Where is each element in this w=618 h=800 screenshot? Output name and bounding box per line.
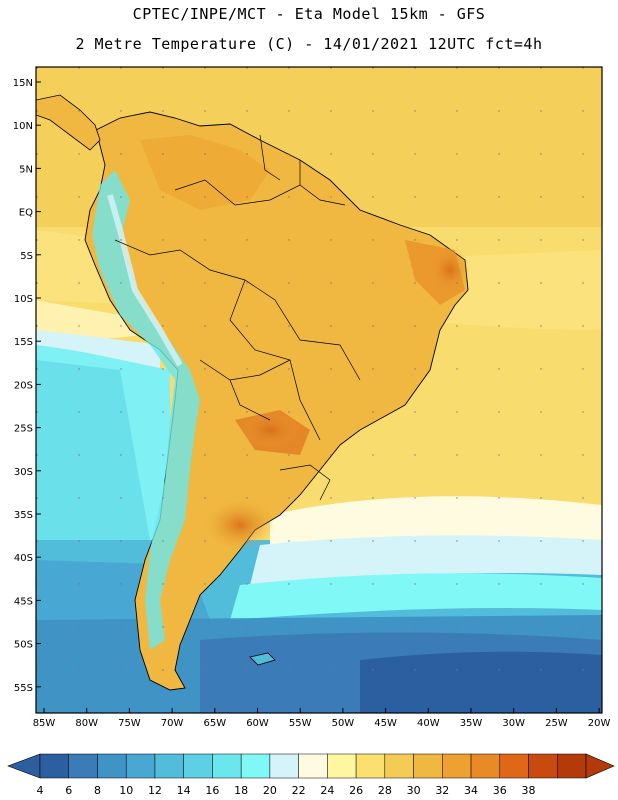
colorbar-label: 26: [349, 784, 363, 797]
lon-label: 20W: [588, 718, 611, 729]
lon-label: 50W: [332, 718, 355, 729]
lon-label: 60W: [246, 718, 269, 729]
colorbar-swatch: [68, 753, 98, 779]
lon-label: 25W: [545, 718, 568, 729]
colorbar-label: 14: [177, 784, 191, 797]
lat-label: 50S: [14, 640, 33, 651]
lat-label: 10S: [14, 294, 33, 305]
lat-label: 30S: [14, 467, 33, 478]
lat-label: 5N: [19, 164, 33, 175]
colorbar-label: 12: [148, 784, 162, 797]
lon-label: 75W: [118, 718, 141, 729]
lon-label: 30W: [502, 718, 525, 729]
colorbar-swatch: [327, 753, 357, 779]
colorbar-label: 4: [37, 784, 44, 797]
lat-label: 45S: [14, 596, 33, 607]
colorbar-swatch: [298, 753, 328, 779]
colorbar-swatch: [528, 753, 558, 779]
colorbar-swatch: [413, 753, 443, 779]
title-line-1: CPTEC/INPE/MCT - Eta Model 15km - GFS: [132, 5, 486, 23]
lon-label: 85W: [33, 718, 56, 729]
lon-label: 70W: [161, 718, 184, 729]
latitude-axis: 15N 10N 5N EQ 5S 10S 15S 20S 25S 30S 35S 40S 45S 50S 5…: [13, 78, 41, 694]
title-line-2: 2 Metre Temperature (C) - 14/01/2021 12U…: [75, 35, 543, 53]
colorbar-swatch: [240, 753, 271, 779]
lat-label: 35S: [14, 510, 33, 521]
lat-label: 15S: [14, 337, 33, 348]
colorbar-swatch: [384, 753, 414, 779]
lat-label: 20S: [14, 380, 33, 391]
colorbar-swatch: [97, 753, 127, 779]
colorbar-label: 22: [292, 784, 306, 797]
lon-label: 55W: [289, 718, 312, 729]
colorbar-label: 32: [435, 784, 449, 797]
colorbar-swatch: [154, 753, 184, 779]
lat-label: 40S: [14, 553, 33, 564]
lat-label: EQ: [19, 208, 33, 219]
colorbar-arrow-high: [585, 753, 615, 779]
colorbar-label: 38: [522, 784, 536, 797]
longitude-axis: 85W 80W 75W 70W 65W 60W 55W 50W 45W 40W 35W 30W 25W 2…: [33, 708, 611, 729]
colorbar-label: 18: [234, 784, 248, 797]
lon-label: 45W: [374, 718, 397, 729]
map-frame: [35, 66, 603, 714]
colorbar-swatch: [470, 753, 501, 779]
lon-label: 65W: [203, 718, 226, 729]
colorbar-label: 30: [407, 784, 421, 797]
lat-label: 25S: [14, 424, 33, 435]
colorbar-swatch: [183, 753, 213, 779]
colorbar: 4 6 8 10 12 14 16 18 20 22 24 26 28 30 32 34 36 38: [7, 753, 615, 797]
lat-label: 10N: [13, 121, 33, 132]
colorbar-label: 28: [378, 784, 392, 797]
colorbar-swatch: [269, 753, 299, 779]
colorbar-swatch: [212, 753, 242, 779]
colorbar-swatch: [125, 753, 156, 779]
colorbar-swatch: [442, 753, 472, 779]
colorbar-label: 16: [205, 784, 219, 797]
lat-label: 55S: [14, 683, 33, 694]
colorbar-label: 6: [65, 784, 72, 797]
colorbar-label: 8: [94, 784, 101, 797]
colorbar-label: 24: [320, 784, 334, 797]
lat-label: 15N: [13, 78, 33, 89]
lon-label: 40W: [417, 718, 440, 729]
colorbar-label: 10: [119, 784, 133, 797]
colorbar-label: 20: [263, 784, 277, 797]
lat-label: 5S: [20, 251, 33, 262]
colorbar-swatch: [355, 753, 386, 779]
colorbar-label: 34: [464, 784, 478, 797]
colorbar-swatch: [557, 753, 587, 779]
colorbar-arrow-low: [7, 753, 41, 779]
lon-label: 80W: [75, 718, 98, 729]
colorbar-swatch: [499, 753, 529, 779]
colorbar-swatch: [39, 753, 69, 779]
map-field: [36, 67, 602, 713]
lon-label: 35W: [460, 718, 483, 729]
colorbar-label: 36: [493, 784, 507, 797]
